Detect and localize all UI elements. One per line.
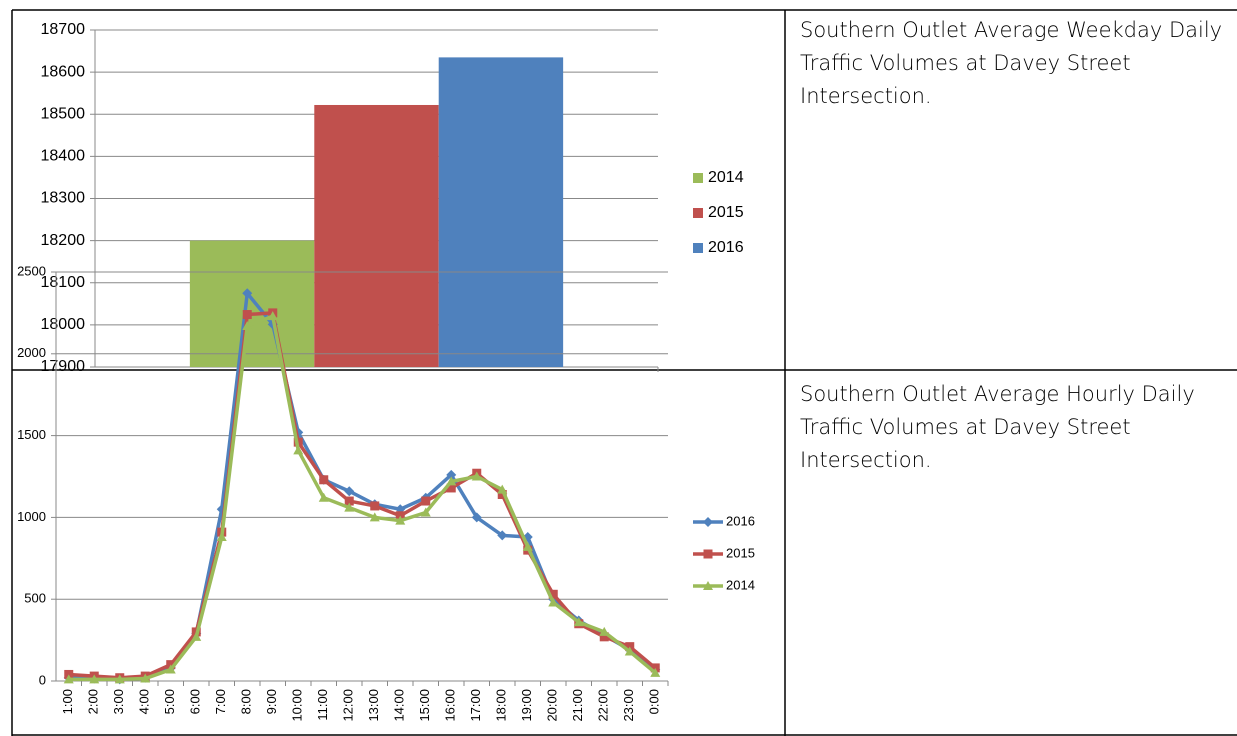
x-tick-label: 1:00 (60, 689, 75, 714)
legend-label: 2016 (726, 513, 755, 528)
marker (446, 483, 456, 493)
y-tick-label: 18100 (41, 274, 86, 291)
marker (522, 541, 533, 551)
marker (369, 512, 380, 522)
y-tick-label: 2500 (17, 263, 46, 278)
marker (318, 492, 329, 502)
series-line (68, 311, 657, 680)
y-tick-label: 18200 (41, 232, 86, 249)
x-tick-label: 20:00 (545, 689, 560, 722)
marker (344, 486, 355, 497)
marker (395, 515, 406, 525)
marker (573, 617, 584, 627)
x-tick-label: 3:00 (111, 689, 126, 714)
bar (314, 104, 439, 368)
marker (216, 532, 227, 542)
legend-swatch (693, 243, 703, 253)
x-tick-label: 10:00 (290, 689, 305, 722)
marker (497, 489, 507, 499)
marker (267, 311, 278, 321)
x-tick-label: 13:00 (366, 689, 381, 722)
x-tick-label: 9:00 (264, 689, 279, 714)
marker (114, 674, 125, 684)
marker (421, 496, 431, 506)
marker (599, 626, 610, 636)
x-tick-label: 11:00 (315, 689, 330, 721)
marker (344, 496, 354, 506)
y-tick-label: 1500 (17, 427, 46, 442)
y-tick-label: 18600 (41, 63, 86, 80)
legend-label: 2016 (708, 239, 744, 256)
marker (319, 475, 329, 485)
legend-label: 2015 (708, 204, 744, 221)
bar (189, 240, 315, 367)
marker (446, 469, 457, 480)
legend-swatch (693, 208, 703, 218)
marker (650, 667, 661, 677)
marker (140, 673, 151, 683)
legend-label: 2014 (708, 169, 744, 186)
x-tick-label: 5:00 (162, 689, 177, 714)
x-tick-label: 6:00 (188, 689, 203, 714)
x-tick-label: 7:00 (213, 689, 228, 714)
marker (471, 512, 482, 523)
table-borders (11, 9, 1237, 736)
bar (438, 57, 564, 367)
x-tick-label: 12:00 (341, 689, 356, 722)
marker (242, 310, 252, 320)
x-tick-label: 18:00 (494, 689, 509, 722)
marker (624, 646, 635, 656)
y-tick-label: 17900 (41, 358, 86, 375)
x-tick-label: 15:00 (417, 689, 432, 722)
marker (293, 445, 304, 455)
marker (242, 288, 253, 299)
x-tick-label: 16:00 (443, 689, 458, 722)
caption: Southern Outlet Average Weekday Daily Tr… (800, 18, 1223, 108)
marker (191, 631, 202, 641)
y-tick-label: 18500 (41, 105, 86, 122)
marker (420, 507, 431, 517)
caption: Southern Outlet Average Hourly Daily Tra… (800, 382, 1195, 472)
legend-label: 2014 (726, 577, 755, 592)
x-tick-label: 14:00 (392, 689, 407, 722)
x-tick-label: 8:00 (239, 689, 254, 714)
y-tick-label: 18300 (41, 190, 86, 207)
x-tick-label: 4:00 (137, 689, 152, 714)
marker (497, 484, 508, 494)
x-tick-label: 23:00 (621, 689, 636, 722)
marker (89, 674, 100, 684)
marker (344, 502, 355, 512)
marker (446, 476, 457, 486)
legend-swatch (693, 173, 703, 183)
marker (370, 501, 380, 511)
marker (165, 664, 176, 674)
y-tick-label: 1000 (17, 509, 46, 524)
x-tick-label: 22:00 (596, 689, 611, 722)
y-tick-label: 18400 (41, 148, 86, 165)
marker (63, 674, 74, 684)
marker (703, 517, 713, 527)
x-tick-label: 21:00 (570, 689, 585, 722)
y-tick-label: 18000 (41, 316, 86, 333)
y-tick-label: 500 (24, 591, 46, 606)
x-tick-label: 0:00 (647, 689, 662, 714)
marker (471, 471, 482, 481)
x-tick-label: 19:00 (519, 689, 534, 722)
marker (599, 632, 609, 642)
marker (497, 530, 508, 541)
y-tick-label: 2000 (17, 345, 46, 360)
legend-label: 2015 (726, 545, 755, 560)
marker (703, 581, 713, 590)
marker (548, 589, 558, 599)
x-tick-label: 17:00 (468, 689, 483, 722)
marker (703, 549, 713, 559)
marker (548, 597, 559, 607)
y-tick-label: 18700 (41, 21, 86, 38)
x-tick-label: 2:00 (86, 689, 101, 714)
y-tick-label: 0 (39, 672, 46, 687)
marker (242, 320, 253, 330)
